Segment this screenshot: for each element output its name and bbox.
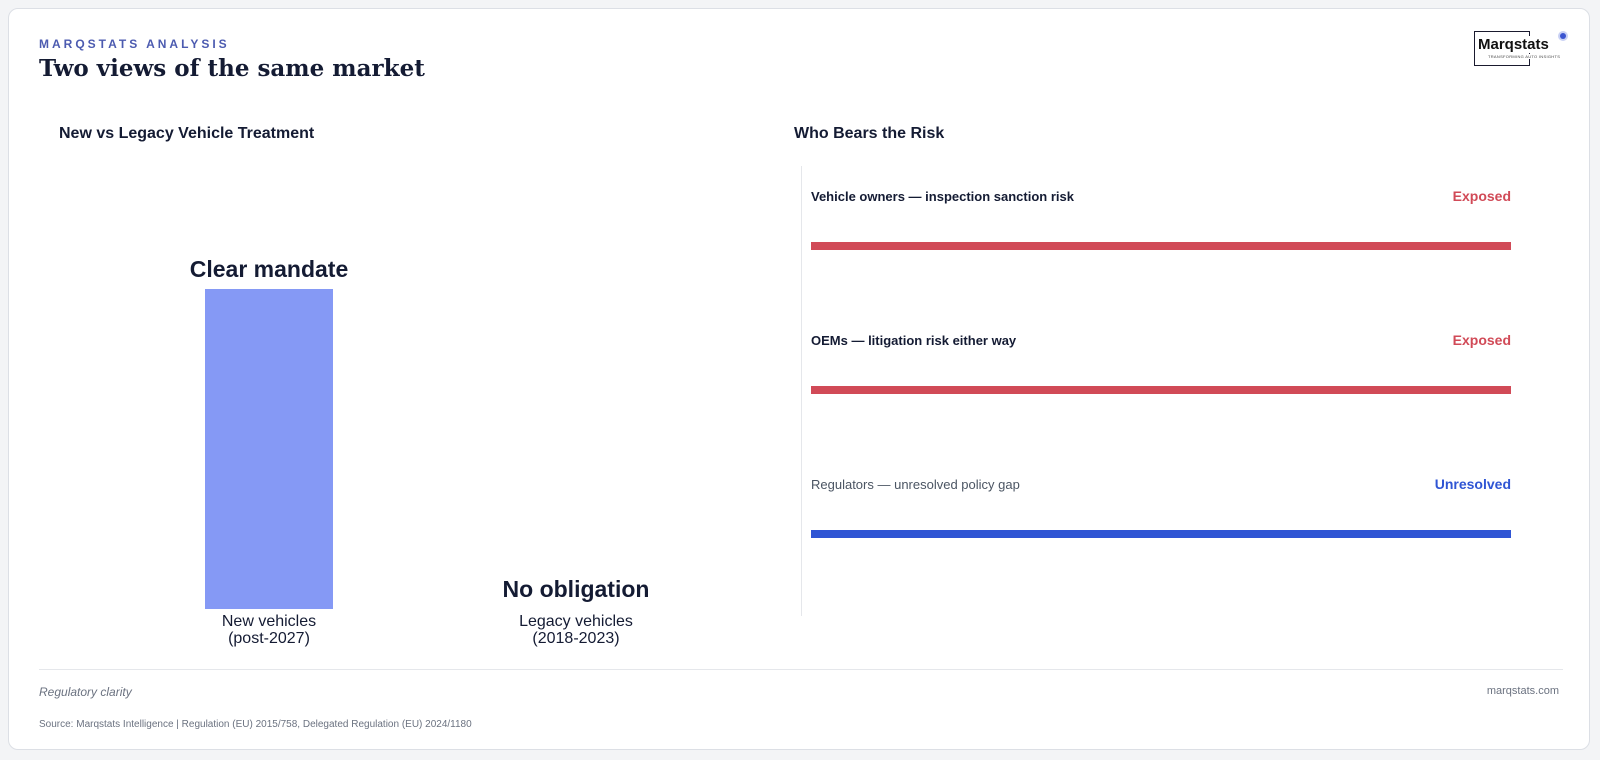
risk-bar bbox=[811, 386, 1511, 394]
vehicle-treatment-chart: Clear mandate New vehicles(post-2027) No o… bbox=[190, 256, 650, 647]
category-label-1-1: (2018-2023) bbox=[532, 630, 619, 647]
footer-divider bbox=[39, 669, 1563, 670]
marqstats-logo: Marqstats TRANSFORMING AUTO INSIGHTS bbox=[1474, 31, 1566, 69]
data-label-0: Clear mandate bbox=[190, 256, 349, 282]
footer-site-link[interactable]: marqstats.com bbox=[1486, 685, 1559, 697]
risk-status-badge: Exposed bbox=[1452, 332, 1511, 348]
risk-bar bbox=[811, 242, 1511, 250]
bar-0 bbox=[205, 289, 333, 609]
bar-chart-title: New vs Legacy Vehicle Treatment bbox=[59, 125, 315, 142]
source-note: Source: Marqstats Intelligence | Regulat… bbox=[39, 719, 472, 730]
panel-divider bbox=[801, 166, 802, 616]
page-title: Two views of the same market bbox=[39, 55, 425, 82]
risk-label: Regulators — unresolved policy gap bbox=[811, 477, 1020, 492]
risk-row: OEMs — litigation risk either way Exposed bbox=[811, 332, 1511, 413]
risk-status-badge: Exposed bbox=[1452, 188, 1511, 204]
logo-dot-icon bbox=[1560, 33, 1566, 39]
risk-label: OEMs — litigation risk either way bbox=[811, 333, 1017, 348]
risk-row: Regulators — unresolved policy gap Unreso… bbox=[811, 476, 1511, 557]
risk-label: Vehicle owners — inspection sanction ris… bbox=[811, 189, 1074, 204]
footer-caption: Regulatory clarity bbox=[39, 685, 132, 699]
risk-status-badge: Unresolved bbox=[1434, 476, 1511, 492]
risk-bar bbox=[811, 530, 1511, 538]
category-label-0-0: New vehicles bbox=[222, 613, 316, 630]
data-label-1: No obligation bbox=[503, 576, 650, 602]
logo-wordmark: Marqstats bbox=[1477, 36, 1550, 53]
logo-tagline: TRANSFORMING AUTO INSIGHTS bbox=[1488, 54, 1561, 59]
risk-row: Vehicle owners — inspection sanction ris… bbox=[811, 188, 1511, 269]
category-label-1-0: Legacy vehicles bbox=[519, 613, 633, 630]
dashboard-card: MARQSTATS ANALYSIS Two views of the same… bbox=[8, 8, 1590, 750]
eyebrow-label: MARQSTATS ANALYSIS bbox=[39, 37, 230, 51]
risk-panel-title: Who Bears the Risk bbox=[794, 125, 945, 142]
category-label-0-1: (post-2027) bbox=[228, 630, 310, 647]
